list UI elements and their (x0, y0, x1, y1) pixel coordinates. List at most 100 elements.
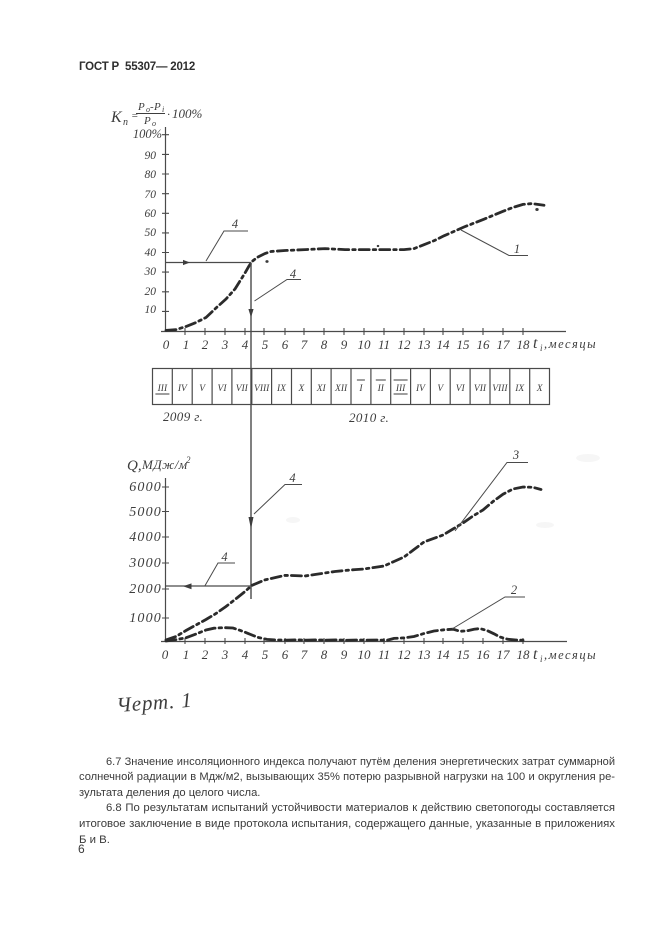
svg-text:XI: XI (316, 384, 327, 394)
svg-text:50: 50 (145, 227, 157, 239)
svg-text:2010 г.: 2010 г. (349, 410, 389, 425)
svg-text:15: 15 (457, 337, 471, 352)
svg-text:I: I (358, 384, 363, 394)
svg-text:=: = (131, 110, 138, 122)
svg-text:6: 6 (282, 647, 289, 662)
svg-text:VI: VI (218, 384, 228, 394)
svg-text:15: 15 (457, 647, 471, 662)
svg-text:9: 9 (341, 647, 348, 662)
svg-text:VIII: VIII (254, 384, 270, 394)
svg-text:III: III (395, 384, 406, 394)
svg-text:80: 80 (145, 169, 157, 181)
svg-text:1: 1 (183, 647, 190, 662)
svg-text:P: P (153, 101, 161, 113)
svg-text:30: 30 (144, 266, 157, 278)
svg-text:Q,: Q, (127, 458, 142, 474)
svg-text:4: 4 (221, 550, 227, 564)
svg-text:4: 4 (242, 647, 249, 662)
svg-text:40: 40 (145, 247, 157, 259)
svg-text:7: 7 (301, 337, 308, 352)
svg-text:2009 г.: 2009 г. (163, 409, 203, 424)
svg-text:10: 10 (145, 304, 157, 316)
svg-text:VI: VI (456, 384, 466, 394)
svg-text:11: 11 (378, 647, 390, 662)
svg-text:II: II (377, 384, 385, 394)
svg-text:i: i (540, 654, 543, 664)
svg-text:X: X (297, 384, 305, 394)
svg-text:-: - (150, 101, 154, 113)
svg-text:t: t (533, 335, 538, 352)
svg-text:60: 60 (145, 208, 157, 220)
svg-text:10: 10 (358, 647, 372, 662)
svg-text:70: 70 (145, 189, 157, 201)
svg-text:5000: 5000 (129, 505, 162, 520)
svg-text:V: V (199, 384, 206, 394)
svg-text:0: 0 (163, 337, 170, 352)
svg-text:2: 2 (202, 647, 209, 662)
svg-text:8: 8 (321, 337, 328, 352)
svg-text:X: X (536, 384, 544, 394)
svg-text:3000: 3000 (128, 556, 162, 571)
svg-text:18: 18 (517, 337, 531, 352)
svg-text:16: 16 (477, 647, 491, 662)
svg-text:IX: IX (276, 384, 287, 394)
svg-text:VIII: VIII (492, 384, 508, 394)
svg-text:6000: 6000 (129, 480, 162, 495)
svg-text:4: 4 (289, 471, 295, 485)
svg-text:12: 12 (398, 337, 412, 352)
svg-text:11: 11 (378, 337, 390, 352)
svg-text:17: 17 (497, 337, 511, 352)
svg-text:VII: VII (236, 384, 249, 394)
svg-text:МДж/м: МДж/м (141, 457, 188, 472)
svg-text:2: 2 (202, 337, 209, 352)
svg-text:16: 16 (477, 337, 491, 352)
svg-text:1: 1 (514, 242, 520, 256)
svg-text:0: 0 (162, 647, 169, 662)
svg-text:о: о (152, 119, 156, 128)
svg-text:2: 2 (186, 455, 191, 465)
svg-text:·: · (167, 107, 170, 121)
svg-text:3: 3 (221, 337, 229, 352)
svg-text:2: 2 (511, 583, 517, 597)
svg-text:1000: 1000 (129, 611, 162, 626)
svg-text:п: п (123, 117, 128, 128)
svg-text:III: III (157, 384, 168, 394)
svg-text:20: 20 (145, 286, 157, 298)
svg-text:VII: VII (474, 384, 487, 394)
svg-text:t: t (533, 646, 538, 663)
svg-text:о: о (146, 105, 150, 114)
svg-text:13: 13 (418, 337, 432, 352)
svg-text:4: 4 (232, 217, 238, 231)
svg-text:100%: 100% (172, 106, 203, 121)
svg-text:XII: XII (334, 384, 348, 394)
svg-text:i: i (162, 105, 164, 114)
svg-text:V: V (437, 384, 444, 394)
svg-text:8: 8 (321, 647, 328, 662)
svg-text:5: 5 (262, 647, 269, 662)
svg-text:3: 3 (512, 448, 519, 462)
svg-text:IX: IX (514, 384, 525, 394)
svg-text:12: 12 (398, 647, 412, 662)
svg-text:90: 90 (145, 150, 157, 162)
svg-text:14: 14 (437, 337, 451, 352)
svg-text:K: K (110, 109, 123, 126)
svg-text:,месяцы: ,месяцы (544, 648, 597, 662)
svg-text:4: 4 (242, 337, 249, 352)
svg-text:14: 14 (437, 647, 451, 662)
svg-text:3: 3 (221, 647, 229, 662)
svg-text:7: 7 (301, 647, 308, 662)
svg-text:17: 17 (497, 647, 511, 662)
svg-text:IV: IV (415, 384, 426, 394)
svg-text:4000: 4000 (129, 530, 162, 545)
svg-text:5: 5 (262, 337, 269, 352)
svg-text:IV: IV (177, 384, 188, 394)
svg-text:9: 9 (341, 337, 348, 352)
svg-text:6: 6 (282, 337, 289, 352)
svg-text:18: 18 (517, 647, 531, 662)
svg-text:2000: 2000 (129, 582, 162, 597)
svg-text:P: P (143, 115, 151, 127)
svg-text:100%: 100% (133, 127, 162, 141)
svg-text:10: 10 (358, 337, 372, 352)
svg-text:Черт. 1: Черт. 1 (116, 688, 194, 717)
svg-text:13: 13 (418, 647, 432, 662)
